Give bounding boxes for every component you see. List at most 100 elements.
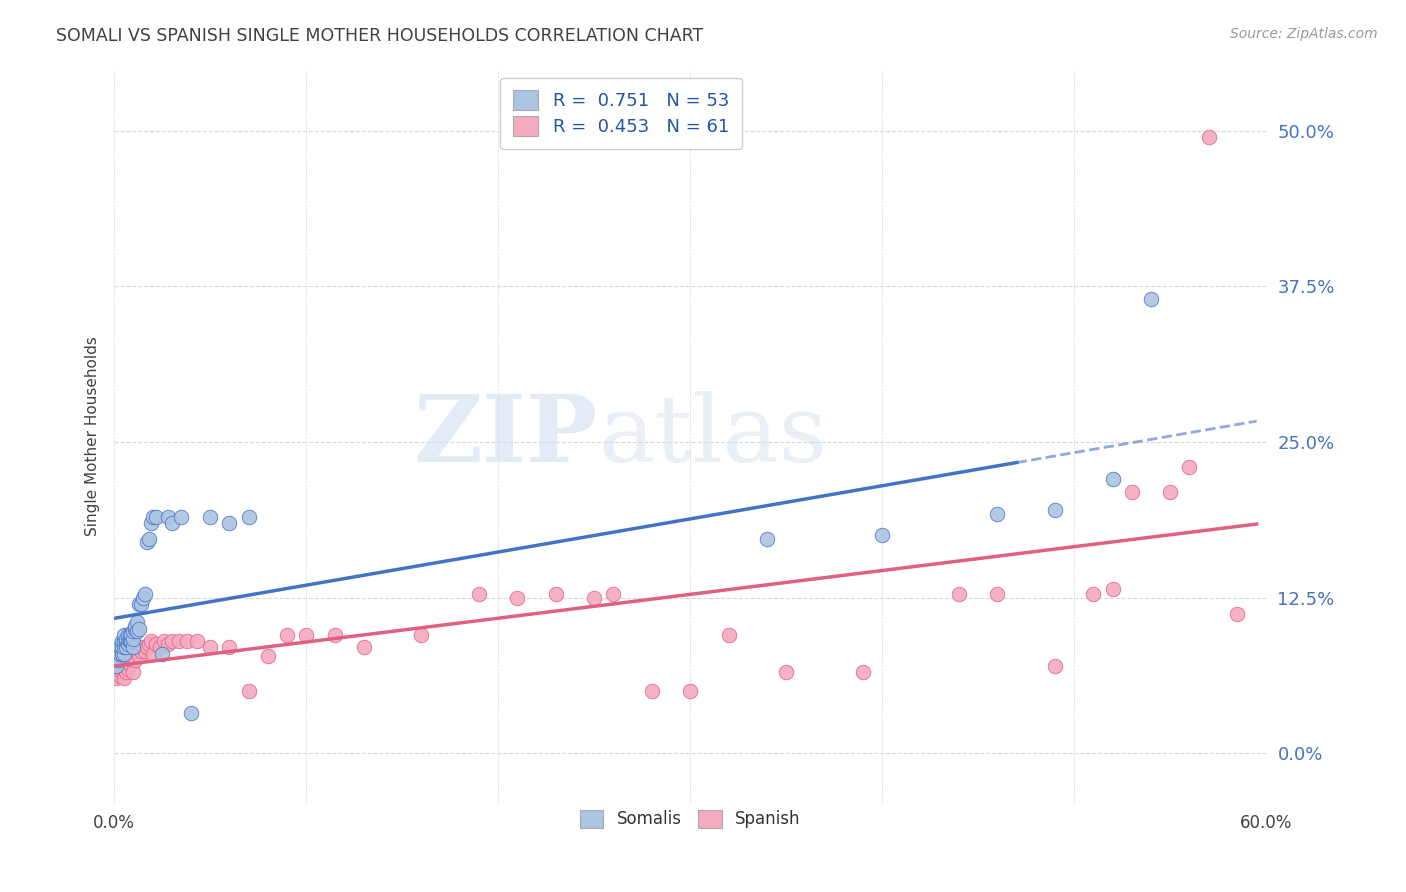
Point xyxy=(111,640,134,655)
Point xyxy=(169,634,191,648)
Point xyxy=(122,665,145,680)
Point xyxy=(1226,607,1249,621)
Point xyxy=(139,516,162,530)
Point xyxy=(186,634,208,648)
Point xyxy=(124,653,146,667)
Point xyxy=(1159,484,1181,499)
Point xyxy=(117,661,139,675)
Point xyxy=(218,516,240,530)
Point xyxy=(1043,503,1066,517)
Point xyxy=(1178,459,1201,474)
Point xyxy=(135,534,157,549)
Point xyxy=(256,649,278,664)
Point xyxy=(411,628,433,642)
Point xyxy=(117,637,139,651)
Point xyxy=(122,647,145,661)
Point xyxy=(122,640,145,655)
Point xyxy=(105,659,128,673)
Point xyxy=(198,509,221,524)
Point xyxy=(114,659,136,673)
Point xyxy=(111,647,134,661)
Point xyxy=(506,591,529,605)
Point xyxy=(127,615,149,630)
Point xyxy=(150,647,173,661)
Text: Source: ZipAtlas.com: Source: ZipAtlas.com xyxy=(1230,27,1378,41)
Point xyxy=(149,640,172,655)
Point xyxy=(153,634,176,648)
Point xyxy=(108,669,131,683)
Point xyxy=(142,647,165,661)
Point xyxy=(128,597,150,611)
Point xyxy=(129,597,152,611)
Point xyxy=(121,653,143,667)
Point xyxy=(138,637,160,651)
Point xyxy=(986,507,1008,521)
Point xyxy=(145,637,167,651)
Point xyxy=(170,509,193,524)
Point xyxy=(105,672,128,686)
Text: SOMALI VS SPANISH SINGLE MOTHER HOUSEHOLDS CORRELATION CHART: SOMALI VS SPANISH SINGLE MOTHER HOUSEHOL… xyxy=(56,27,703,45)
Point xyxy=(679,684,702,698)
Point xyxy=(156,637,179,651)
Point xyxy=(641,684,664,698)
Point xyxy=(583,591,606,605)
Point xyxy=(1121,484,1143,499)
Point xyxy=(1140,292,1163,306)
Point xyxy=(276,628,298,642)
Point xyxy=(870,528,893,542)
Point xyxy=(114,640,136,655)
Point xyxy=(108,647,131,661)
Point xyxy=(180,706,202,721)
Text: ZIP: ZIP xyxy=(413,391,598,481)
Point xyxy=(198,640,221,655)
Point xyxy=(118,657,141,671)
Text: atlas: atlas xyxy=(598,391,827,481)
Point xyxy=(118,628,141,642)
Point xyxy=(111,665,134,680)
Point xyxy=(139,634,162,648)
Point xyxy=(114,632,136,646)
Point xyxy=(160,516,183,530)
Point xyxy=(112,634,135,648)
Point xyxy=(112,672,135,686)
Point xyxy=(122,632,145,646)
Point xyxy=(129,644,152,658)
Point xyxy=(108,640,131,655)
Point xyxy=(142,509,165,524)
Point xyxy=(118,632,141,646)
Point xyxy=(775,665,797,680)
Point xyxy=(238,509,260,524)
Point xyxy=(544,587,567,601)
Point xyxy=(128,622,150,636)
Point xyxy=(986,587,1008,601)
Point xyxy=(145,509,167,524)
Point xyxy=(127,624,149,639)
Point xyxy=(124,619,146,633)
Point xyxy=(118,634,141,648)
Point xyxy=(353,640,375,655)
Point xyxy=(114,665,136,680)
Point xyxy=(160,634,183,648)
Point xyxy=(323,628,346,642)
Point xyxy=(218,640,240,655)
Point xyxy=(156,509,179,524)
Point xyxy=(176,634,198,648)
Point xyxy=(111,634,134,648)
Point xyxy=(121,628,143,642)
Y-axis label: Single Mother Households: Single Mother Households xyxy=(86,335,100,536)
Point xyxy=(238,684,260,698)
Point xyxy=(852,665,875,680)
Point xyxy=(134,644,156,658)
Point xyxy=(107,653,129,667)
Point xyxy=(295,628,318,642)
Point xyxy=(1101,472,1123,486)
Point xyxy=(138,532,160,546)
Point xyxy=(756,532,779,546)
Point xyxy=(948,587,970,601)
Point xyxy=(717,628,740,642)
Point xyxy=(127,644,149,658)
Point xyxy=(1083,587,1105,601)
Point xyxy=(117,653,139,667)
Point xyxy=(132,640,155,655)
Point xyxy=(112,628,135,642)
